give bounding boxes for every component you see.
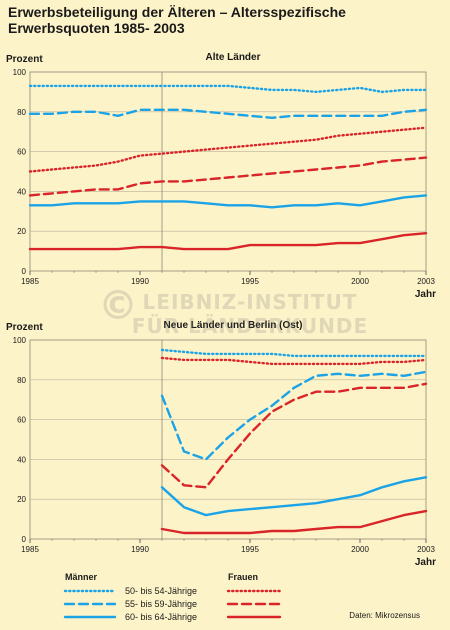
series-line-men-dashed: [28, 108, 428, 120]
legend-samples: [63, 589, 282, 619]
y-tick-label: 80: [17, 108, 26, 117]
x-tick-label: 1995: [241, 545, 259, 554]
y-tick-label: 40: [17, 455, 26, 464]
y-tick-label: 100: [13, 336, 27, 345]
y-tick-label: 60: [17, 148, 26, 157]
legend-label-60-64: 60- bis 64-Jährige: [125, 612, 198, 622]
series-line-women-dashed: [28, 156, 428, 197]
x-tick-label: 1990: [131, 545, 149, 554]
series-line-men-solid: [160, 476, 428, 517]
x-tick-label: 2003: [417, 277, 435, 286]
y-tick-label: 20: [17, 227, 26, 236]
x-tick-label: 2000: [351, 277, 369, 286]
y-axis-label: Prozent: [6, 322, 43, 333]
y-tick-label: 100: [13, 68, 27, 77]
x-tick-label: 2003: [417, 545, 435, 554]
title-line-1: Erwerbsbeteiligung der Älteren – Alterss…: [8, 4, 346, 20]
title-line-2: Erwerbsquoten 1985- 2003: [8, 20, 185, 36]
data-source: Daten: Mikrozensus: [349, 611, 420, 620]
series-line-men-dotted: [160, 348, 428, 358]
x-tick-label: 1995: [241, 277, 259, 286]
x-tick-label: 1985: [21, 277, 39, 286]
chart-title: Alte Länder: [205, 52, 260, 63]
series-line-women-solid: [160, 509, 428, 535]
x-tick-label: 2000: [351, 545, 369, 554]
legend-men-heading: Männer: [65, 572, 98, 582]
series-line-women-dotted: [160, 356, 428, 366]
page-title: Erwerbsbeteiligung der Älteren – Alterss…: [8, 4, 438, 36]
series-line-women-dotted: [28, 126, 428, 173]
y-tick-label: 60: [17, 416, 26, 425]
chart-panel-1: 0 20 40 60 80 100 1985 1990 1995 2000 2003 Prozent J…: [6, 320, 436, 568]
plot-frame: [29, 339, 427, 540]
y-tick-label: 20: [17, 495, 26, 504]
series-line-men-solid: [28, 194, 428, 209]
y-tick-label: 0: [22, 535, 27, 544]
legend-women-heading: Frauen: [228, 572, 259, 582]
x-tick-label: 1990: [131, 277, 149, 286]
x-tick-label: 1985: [21, 545, 39, 554]
x-axis-label: Jahr: [415, 557, 436, 568]
legend-label-50-54: 50- bis 54-Jährige: [125, 586, 198, 596]
x-axis-label: Jahr: [415, 289, 436, 300]
y-axis-label: Prozent: [6, 54, 43, 65]
series-line-women-solid: [28, 231, 428, 251]
chart-panel-0: 0 20 40 60 80 100 1985 1990 1995 2000 2003 Prozent J…: [6, 52, 436, 300]
y-tick-label: 40: [17, 187, 26, 196]
series-line-men-dashed: [160, 370, 428, 461]
y-tick-label: 80: [17, 376, 26, 385]
series-line-men-dotted: [28, 84, 428, 94]
legend-label-55-59: 55- bis 59-Jährige: [125, 599, 198, 609]
chart-title: Neue Länder und Berlin (Ost): [164, 320, 303, 331]
y-tick-label: 0: [22, 267, 27, 276]
series-line-women-dashed: [160, 382, 428, 489]
